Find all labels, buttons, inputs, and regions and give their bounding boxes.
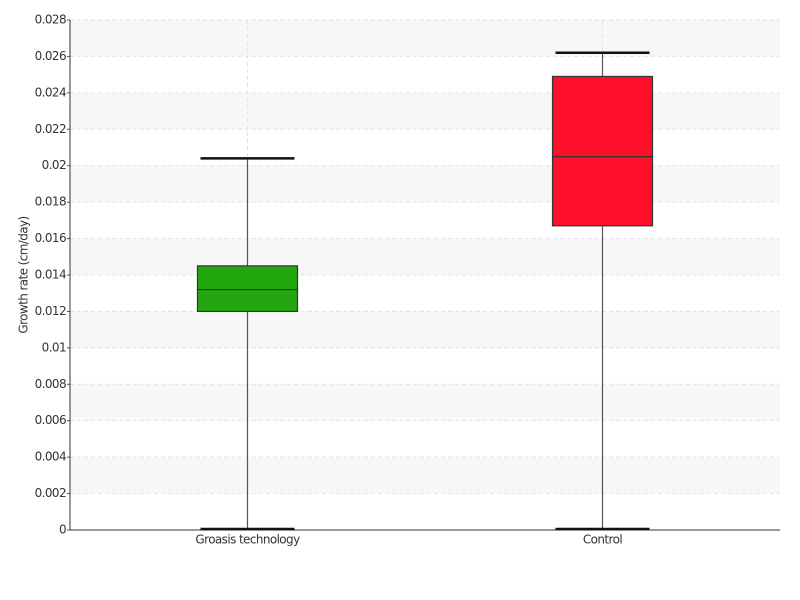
grid-band: [70, 457, 780, 494]
y-tick-label: 0.014: [35, 268, 66, 282]
grid-band: [70, 92, 780, 130]
x-tick-label: Control: [583, 533, 622, 547]
grid-band: [70, 20, 780, 57]
y-tick-label: 0.008: [35, 377, 66, 391]
y-tick-label: 0.02: [42, 158, 66, 172]
y-tick-label: 0.024: [35, 85, 66, 99]
y-tick-label: 0.002: [35, 486, 66, 500]
y-tick-label: 0: [59, 523, 66, 537]
y-axis-label: Growth rate (cm/day): [17, 216, 31, 333]
y-tick-label: 0.018: [35, 195, 66, 209]
grid-band: [70, 311, 780, 348]
grid-band: [70, 165, 780, 203]
grid-band: [70, 384, 780, 421]
y-tick-label: 0.026: [35, 49, 66, 63]
y-tick-label: 0.004: [35, 450, 66, 464]
y-tick-label: 0.012: [35, 304, 66, 318]
y-tick-label: 0.01: [42, 340, 66, 354]
box: [551, 75, 654, 227]
y-tick-label: 0.016: [35, 231, 66, 245]
grid-band: [70, 238, 780, 275]
y-tick-label: 0.006: [35, 413, 66, 427]
x-tick-label: Groasis technology: [195, 533, 300, 547]
box: [196, 265, 299, 313]
y-tick-label: 0.028: [35, 13, 66, 27]
y-tick-label: 0.022: [35, 122, 66, 136]
